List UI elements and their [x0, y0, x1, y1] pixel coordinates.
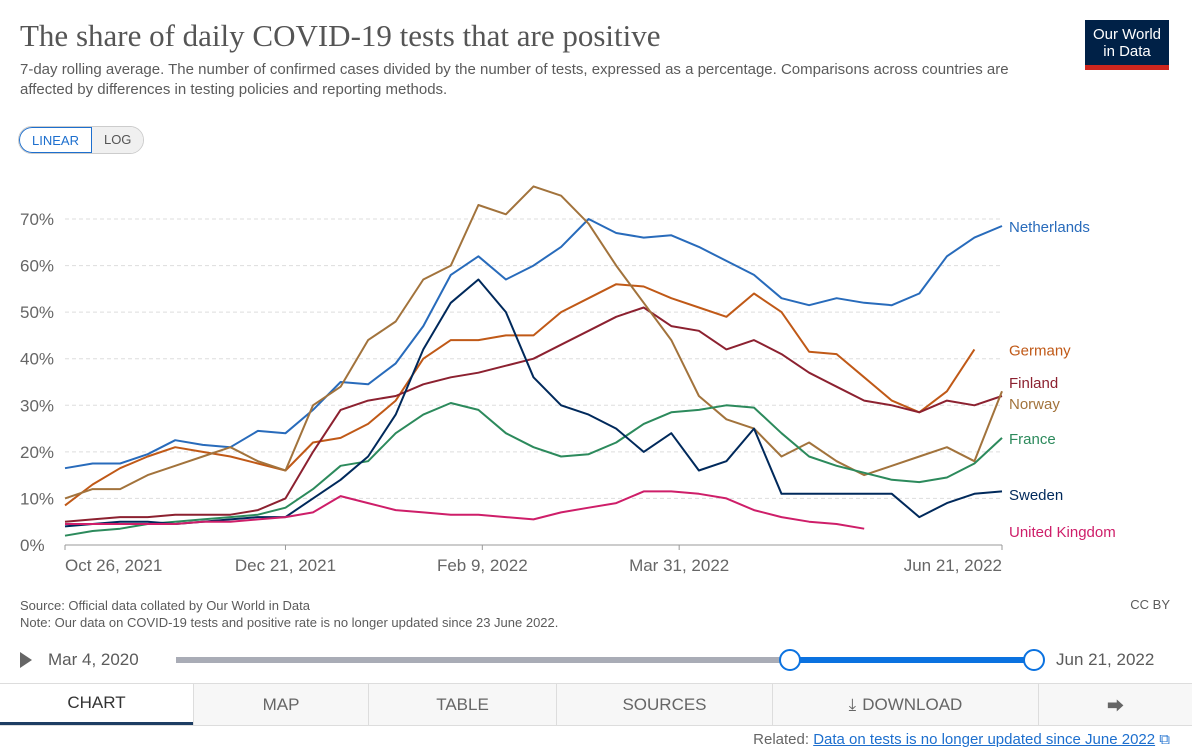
timeline-start-label: Mar 4, 2020: [48, 650, 139, 669]
y-tick-label: 10%: [20, 489, 54, 508]
grid: 0% 10% 20% 30% 40% 50% 60% 70% Oct 26, 2021 Dec 2…: [20, 210, 1003, 575]
chart-subtitle: 7-day rolling average. The number of con…: [20, 61, 1009, 98]
y-tick-label: 60%: [20, 257, 54, 276]
series-line-norway[interactable]: [64, 185, 1003, 500]
series-line-sweden[interactable]: [64, 278, 1003, 528]
legend-label[interactable]: Sweden: [1009, 487, 1063, 504]
series-line-united-kingdom[interactable]: [65, 490, 865, 530]
tab-bar: CHART MAP TABLE SOURCES ⤓ DOWNLOAD ⮕: [0, 683, 1192, 726]
timeline-end-label: Jun 21, 2022: [1056, 650, 1155, 669]
tab-download[interactable]: ⤓ DOWNLOAD: [772, 684, 1038, 725]
license[interactable]: CC BY: [1130, 597, 1170, 612]
legend-label[interactable]: Finland: [1009, 375, 1058, 392]
legend-label[interactable]: Germany: [1009, 342, 1071, 359]
owid-logo[interactable]: Our World in Data: [1085, 20, 1169, 70]
y-tick-label: 70%: [20, 210, 54, 229]
note-text: Note: Our data on COVID-19 tests and pos…: [20, 615, 559, 630]
external-link-icon: ⧉: [1159, 731, 1170, 748]
chart-title: The share of daily COVID-19 tests that a…: [20, 18, 661, 53]
download-icon: ⤓: [848, 694, 857, 714]
legend-label[interactable]: United Kingdom: [1009, 524, 1116, 541]
y-tick-label: 40%: [20, 350, 54, 369]
x-tick-label: Dec 21, 2021: [235, 556, 336, 575]
series-lines: [64, 185, 1003, 537]
legend-label[interactable]: Norway: [1009, 396, 1060, 413]
timeline-selected-range[interactable]: [790, 657, 1034, 663]
timeline-track[interactable]: [176, 657, 1034, 663]
x-tick-label: Jun 21, 2022: [904, 556, 1002, 575]
series-labels: Netherlands Germany Finland Norway France Swe…: [1009, 219, 1116, 541]
tab-map[interactable]: MAP: [193, 684, 368, 725]
tab-sources[interactable]: SOURCES: [556, 684, 772, 725]
y-tick-label: 20%: [20, 443, 54, 462]
tab-chart[interactable]: CHART: [0, 684, 193, 725]
timeline-start-handle[interactable]: [779, 649, 801, 671]
y-tick-label: 30%: [20, 396, 54, 415]
legend-label[interactable]: Netherlands: [1009, 219, 1090, 236]
timeline-end-handle[interactable]: [1023, 649, 1045, 671]
log-button[interactable]: LOG: [91, 127, 144, 153]
source-text: Source: Official data collated by Our Wo…: [20, 598, 310, 613]
tab-share[interactable]: ⮕: [1038, 684, 1192, 725]
tab-download-label: DOWNLOAD: [862, 694, 963, 714]
series-line-finland[interactable]: [64, 306, 1003, 523]
play-icon[interactable]: [20, 652, 32, 668]
related-line: Related: Data on tests is no longer upda…: [753, 731, 1170, 748]
tab-table[interactable]: TABLE: [368, 684, 556, 725]
line-chart[interactable]: 0% 10% 20% 30% 40% 50% 60% 70% Oct 26, 2021 Dec 2…: [0, 160, 1192, 590]
y-tick-label: 50%: [20, 303, 54, 322]
related-label: Related:: [753, 731, 810, 748]
x-tick-label: Feb 9, 2022: [437, 556, 528, 575]
x-tick-label: Oct 26, 2021: [65, 556, 162, 575]
logo-line1: Our World: [1092, 26, 1162, 43]
scale-toggle: LINEAR LOG: [18, 126, 145, 154]
share-icon: ⮕: [1107, 697, 1124, 716]
series-line-netherlands[interactable]: [64, 218, 1003, 470]
series-line-france[interactable]: [64, 402, 1003, 537]
series-line-germany[interactable]: [64, 283, 976, 507]
source-note: Source: Official data collated by Our Wo…: [20, 597, 558, 631]
legend-label[interactable]: France: [1009, 431, 1056, 448]
y-tick-label: 0%: [20, 536, 45, 555]
linear-button[interactable]: LINEAR: [19, 127, 92, 153]
logo-line2: in Data: [1103, 43, 1151, 60]
x-tick-label: Mar 31, 2022: [629, 556, 729, 575]
related-link[interactable]: Data on tests is no longer updated since…: [813, 731, 1156, 748]
